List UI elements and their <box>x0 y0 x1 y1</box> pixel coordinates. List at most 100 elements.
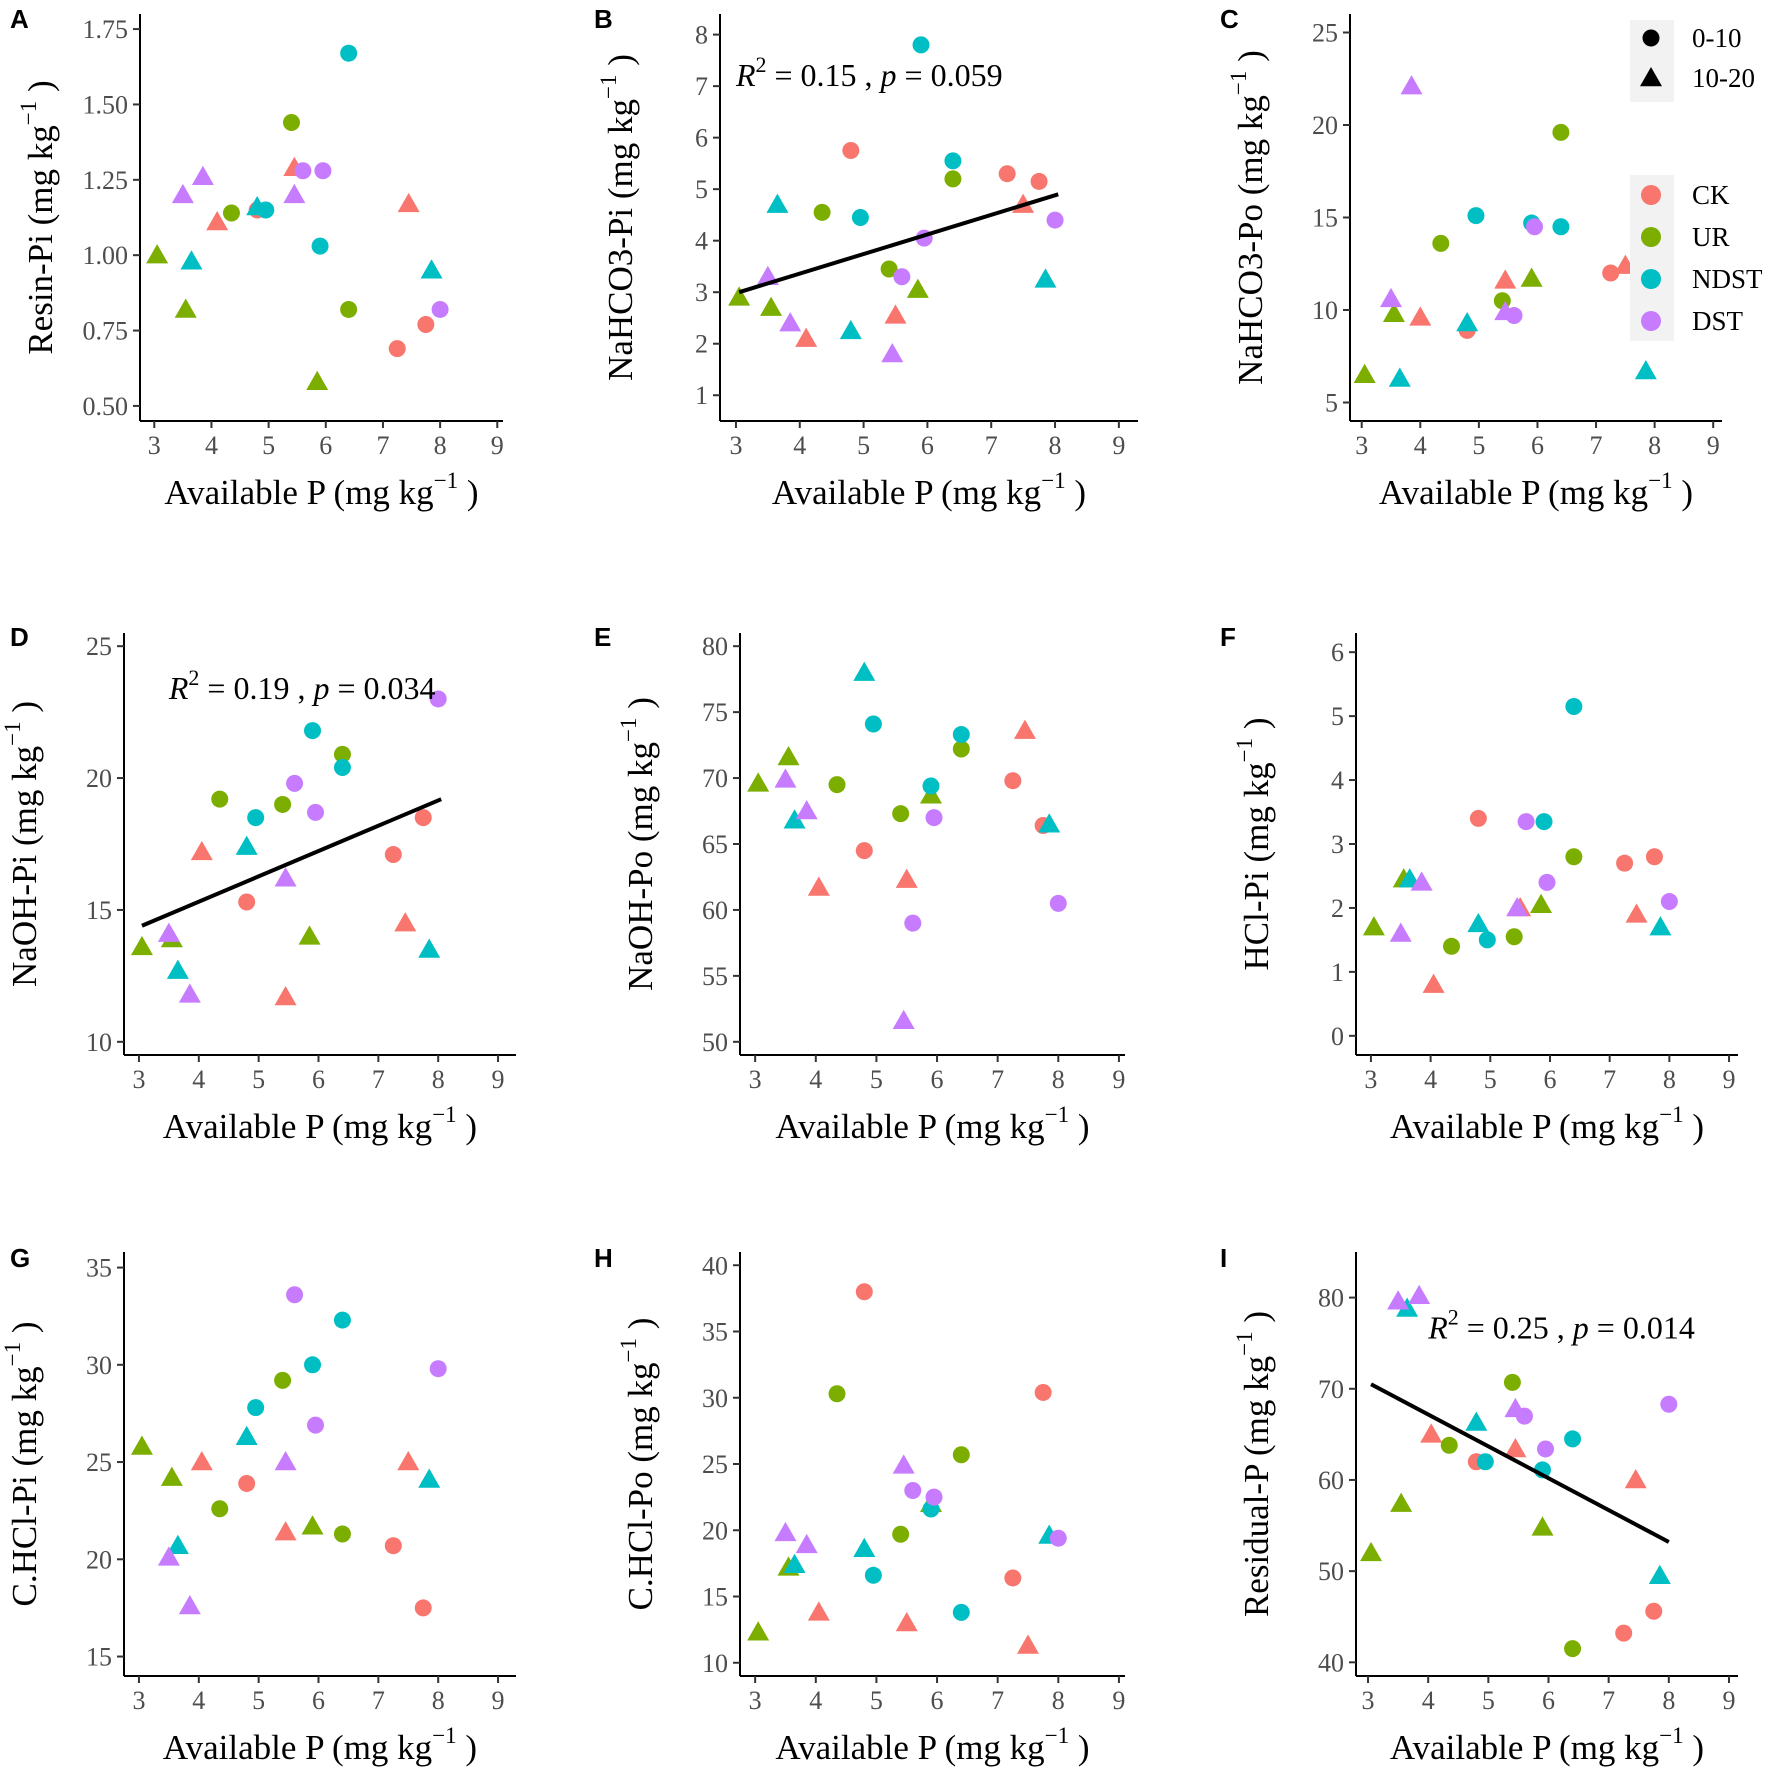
point-ndst-0-10 <box>1476 1453 1494 1471</box>
y-tick-label: 6 <box>1331 638 1344 667</box>
point-ur-10-20 <box>1390 1492 1413 1512</box>
y-tick-label: 55 <box>702 962 728 991</box>
point-ck-10-20 <box>190 840 213 861</box>
point-ndst-10-20 <box>166 1534 189 1554</box>
point-ur-10-20 <box>1530 893 1553 913</box>
legend-treatment-label: NDST <box>1692 264 1763 294</box>
point-dst-10-20 <box>1400 75 1423 95</box>
point-ck-0-10 <box>1615 1624 1633 1642</box>
y-axis-title-text: Residual-P (mg kg <box>1237 1356 1276 1617</box>
point-ck-10-20 <box>1013 719 1036 739</box>
point-ndst-0-10 <box>952 726 970 744</box>
x-axis-title-text: Available P (mg kg <box>1379 473 1648 512</box>
x-tick-label: 5 <box>252 1686 265 1715</box>
x-axis-title-close: ) <box>1066 473 1086 512</box>
point-ck-10-20 <box>397 1451 420 1471</box>
y-tick-label: 1.50 <box>83 90 129 119</box>
point-dst-0-10 <box>904 914 922 932</box>
regression-line <box>141 797 442 928</box>
y-axis-title: C.HCl-Po (mg kg−1 ) <box>616 1318 660 1611</box>
point-ndst-0-10 <box>311 237 329 255</box>
panel-letter: G <box>10 1243 30 1273</box>
point-ck-0-10 <box>384 846 402 864</box>
point-ndst-0-10 <box>864 1566 882 1584</box>
y-tick-label: 15 <box>1312 204 1338 233</box>
y-axis-title-text: NaOH-Pi (mg kg <box>5 746 44 987</box>
point-ur-0-10 <box>1443 937 1460 955</box>
point-ck-10-20 <box>884 304 907 324</box>
point-dst-10-20 <box>774 768 797 788</box>
y-tick-label: 30 <box>702 1384 728 1413</box>
point-ur-10-20 <box>728 286 751 306</box>
point-ck-0-10 <box>855 842 873 860</box>
point-ndst-0-10 <box>1535 813 1553 831</box>
point-dst-10-20 <box>283 183 306 204</box>
point-ur-10-20 <box>130 935 153 956</box>
y-axis-title-text: Resin-Pi (mg kg <box>21 125 60 354</box>
y-tick-label: 75 <box>702 698 728 727</box>
y-tick-label: 0.50 <box>83 392 129 421</box>
panels-layer: A 3 4 5 6 7 8 9 0.50 0.75 1.00 1.25 1.50 1.75 Availabl… <box>0 4 1738 1767</box>
y-tick-label: 25 <box>1312 19 1338 48</box>
point-dst-0-10 <box>1538 873 1556 891</box>
point-dst-0-10 <box>904 1482 922 1499</box>
point-dst-0-10 <box>286 1286 304 1304</box>
point-ur-10-20 <box>1382 302 1405 322</box>
point-ur-10-20 <box>1360 1541 1383 1562</box>
point-ndst-10-20 <box>1648 1564 1671 1584</box>
y-tick-label: 10 <box>86 1028 112 1057</box>
point-dst-10-20 <box>157 922 180 942</box>
x-axis-title-text: Available P (mg kg <box>1390 1728 1659 1767</box>
point-dst-10-20 <box>795 800 818 820</box>
x-axis-title-exponent: −1 <box>432 1102 456 1127</box>
annot-r: R <box>1427 1310 1448 1346</box>
annot-sep: , <box>1549 1310 1573 1346</box>
point-ndst-10-20 <box>166 959 189 979</box>
y-axis-title-text: NaHCO3-Po (mg kg <box>1231 95 1270 385</box>
y-tick-label: 60 <box>1318 1466 1344 1495</box>
y-tick-label: 20 <box>86 764 112 793</box>
x-tick-label: 5 <box>870 1686 883 1715</box>
x-tick-label: 9 <box>1707 431 1720 460</box>
point-ndst-10-20 <box>783 1553 806 1573</box>
y-axis-title: NaOH-Pi (mg kg−1 ) <box>0 701 44 987</box>
x-axis-title-close: ) <box>1684 1107 1704 1146</box>
point-ck-0-10 <box>238 1474 256 1492</box>
point-ur-0-10 <box>1565 848 1583 866</box>
point-ck-0-10 <box>1616 854 1634 872</box>
point-dst-10-20 <box>1389 922 1412 942</box>
y-tick-label: 20 <box>1312 111 1338 140</box>
point-ur-10-20 <box>160 1466 183 1486</box>
x-axis-title-text: Available P (mg kg <box>1390 1107 1659 1146</box>
x-axis-title: Available P (mg kg−1 ) <box>772 468 1086 512</box>
x-axis-title-close: ) <box>1069 1728 1089 1767</box>
x-tick-label: 8 <box>432 1686 445 1715</box>
x-axis-title-text: Available P (mg kg <box>775 1107 1044 1146</box>
annot-p: p <box>879 57 897 93</box>
annot-sep: , <box>289 670 313 706</box>
y-tick-label: 60 <box>702 896 728 925</box>
x-tick-label: 6 <box>319 431 332 460</box>
point-ck-10-20 <box>895 868 918 888</box>
x-tick-label: 8 <box>432 1065 445 1094</box>
y-axis-title-exponent: −1 <box>16 101 41 125</box>
point-ndst-10-20 <box>1034 268 1057 288</box>
y-tick-label: 0 <box>1331 1022 1344 1051</box>
regression-annotation: R2 = 0.19 , p = 0.034 <box>168 665 436 706</box>
x-tick-label: 9 <box>491 431 504 460</box>
point-ur-10-20 <box>747 772 770 792</box>
x-axis-title-exponent: −1 <box>1045 1102 1069 1127</box>
point-ck-0-10 <box>1602 264 1620 282</box>
x-axis-title-text: Available P (mg kg <box>163 1728 432 1767</box>
y-tick-label: 35 <box>86 1254 112 1283</box>
point-dst-0-10 <box>925 809 943 827</box>
y-tick-label: 4 <box>695 227 708 256</box>
y-tick-label: 1.00 <box>83 241 129 270</box>
point-ur-10-20 <box>906 278 929 298</box>
point-ndst-10-20 <box>1398 868 1421 888</box>
point-ndst-0-10 <box>851 209 869 226</box>
y-axis-title: NaHCO3-Po (mg kg−1 ) <box>1226 50 1270 385</box>
point-ck-0-10 <box>1030 172 1048 190</box>
point-dst-0-10 <box>431 300 449 318</box>
